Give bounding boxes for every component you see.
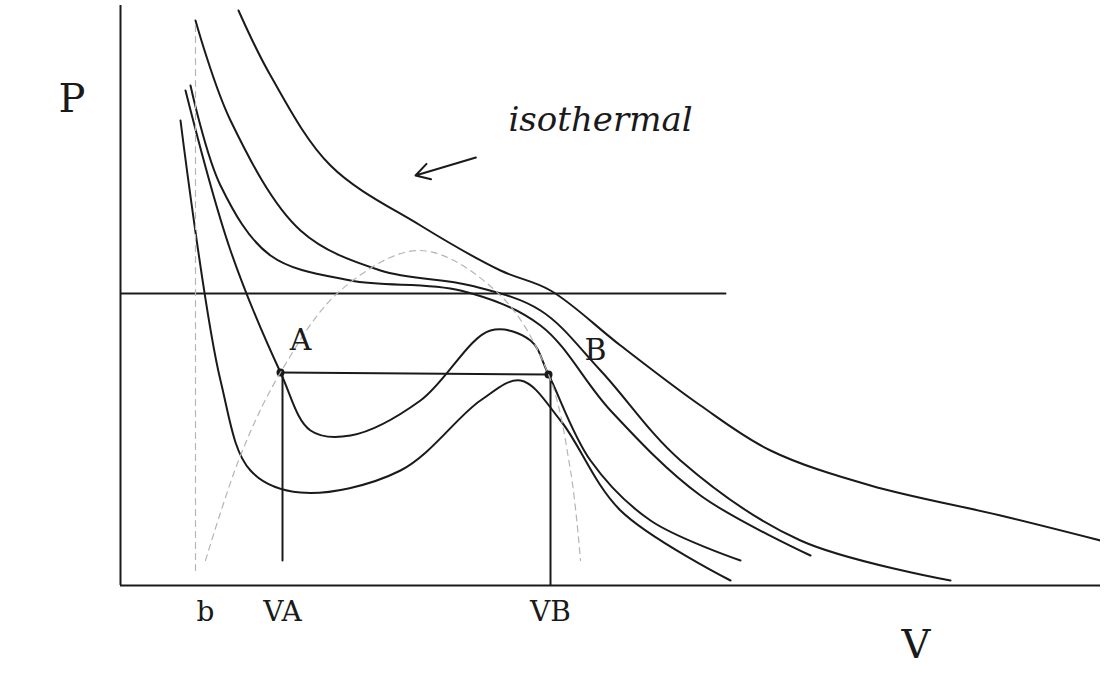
svg-text:V: V bbox=[901, 621, 932, 667]
svg-text:isothermal: isothermal bbox=[508, 99, 692, 139]
svg-text:B: B bbox=[584, 332, 606, 367]
svg-text:A: A bbox=[289, 322, 312, 357]
svg-text:b: b bbox=[197, 595, 215, 628]
svg-text:P: P bbox=[59, 75, 86, 121]
svg-text:VA: VA bbox=[262, 595, 302, 628]
svg-text:VB: VB bbox=[529, 595, 571, 628]
